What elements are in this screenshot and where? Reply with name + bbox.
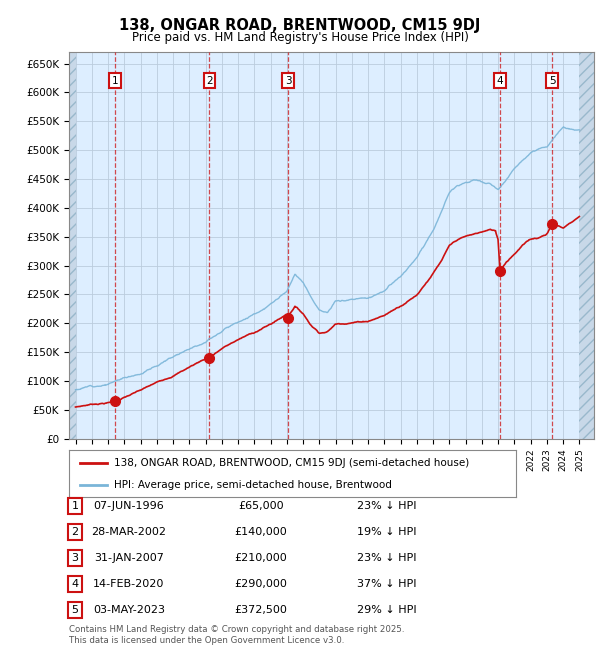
- Text: 31-JAN-2007: 31-JAN-2007: [94, 552, 164, 563]
- Text: £140,000: £140,000: [235, 526, 287, 537]
- Text: 2: 2: [71, 526, 79, 537]
- Text: 1: 1: [112, 76, 118, 86]
- Text: £65,000: £65,000: [238, 500, 284, 511]
- Text: 29% ↓ HPI: 29% ↓ HPI: [357, 604, 416, 615]
- Text: 37% ↓ HPI: 37% ↓ HPI: [357, 578, 416, 589]
- Bar: [69, 52, 76, 439]
- Text: 3: 3: [71, 552, 79, 563]
- Text: Contains HM Land Registry data © Crown copyright and database right 2025.
This d: Contains HM Land Registry data © Crown c…: [69, 625, 404, 645]
- Text: 5: 5: [549, 76, 556, 86]
- Text: 23% ↓ HPI: 23% ↓ HPI: [357, 500, 416, 511]
- Text: HPI: Average price, semi-detached house, Brentwood: HPI: Average price, semi-detached house,…: [114, 480, 392, 489]
- Text: 4: 4: [497, 76, 503, 86]
- Text: 07-JUN-1996: 07-JUN-1996: [94, 500, 164, 511]
- Text: 14-FEB-2020: 14-FEB-2020: [94, 578, 164, 589]
- Text: 28-MAR-2002: 28-MAR-2002: [91, 526, 167, 537]
- Text: 23% ↓ HPI: 23% ↓ HPI: [357, 552, 416, 563]
- Text: 19% ↓ HPI: 19% ↓ HPI: [357, 526, 416, 537]
- Text: 4: 4: [71, 578, 79, 589]
- Bar: [580, 52, 594, 439]
- Text: 1: 1: [71, 500, 79, 511]
- Text: 5: 5: [71, 604, 79, 615]
- Text: 138, ONGAR ROAD, BRENTWOOD, CM15 9DJ: 138, ONGAR ROAD, BRENTWOOD, CM15 9DJ: [119, 18, 481, 33]
- Text: £210,000: £210,000: [235, 552, 287, 563]
- Text: 03-MAY-2023: 03-MAY-2023: [93, 604, 165, 615]
- Text: 3: 3: [285, 76, 292, 86]
- Text: £372,500: £372,500: [235, 604, 287, 615]
- Text: 138, ONGAR ROAD, BRENTWOOD, CM15 9DJ (semi-detached house): 138, ONGAR ROAD, BRENTWOOD, CM15 9DJ (se…: [114, 458, 469, 468]
- Text: Price paid vs. HM Land Registry's House Price Index (HPI): Price paid vs. HM Land Registry's House …: [131, 31, 469, 44]
- Text: £290,000: £290,000: [235, 578, 287, 589]
- Text: 2: 2: [206, 76, 213, 86]
